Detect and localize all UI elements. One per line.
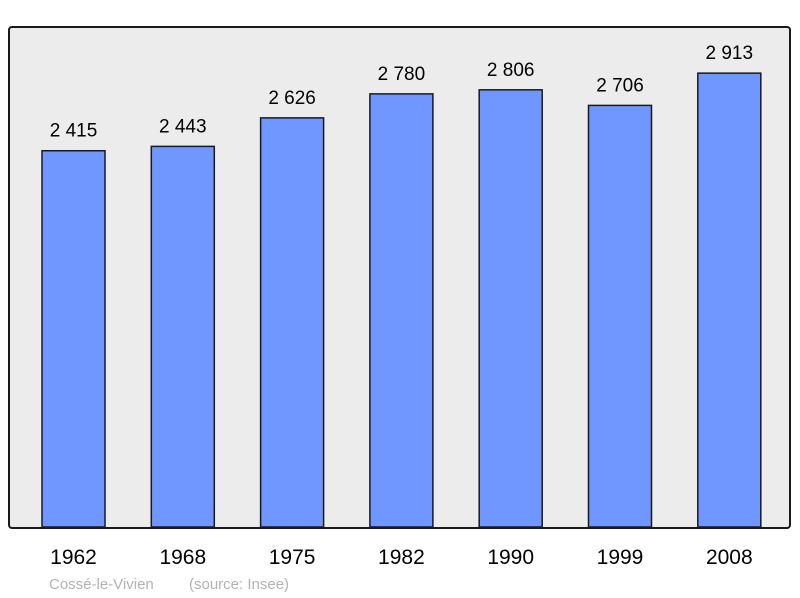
- value-label-1990: 2 806: [487, 60, 535, 81]
- bar-1982: [369, 93, 434, 528]
- bar-1999: [587, 104, 653, 528]
- value-label-1975: 2 626: [268, 88, 316, 109]
- value-label-2008: 2 913: [706, 43, 754, 64]
- bar-1975: [259, 117, 325, 528]
- bar-1962: [41, 149, 106, 528]
- x-tick-1962: 1962: [50, 546, 97, 569]
- value-label-1968: 2 443: [159, 116, 207, 137]
- x-tick-1982: 1982: [378, 546, 425, 569]
- x-tick-2008: 2008: [706, 546, 753, 569]
- bar-2008: [697, 72, 762, 528]
- footer-source: (source: Insee): [189, 576, 289, 593]
- value-label-1962: 2 415: [50, 121, 98, 142]
- bar-1968: [150, 145, 216, 528]
- x-tick-1968: 1968: [159, 546, 206, 569]
- bar-1990: [478, 89, 543, 528]
- x-tick-1999: 1999: [597, 546, 644, 569]
- value-label-1999: 2 706: [596, 75, 644, 96]
- x-tick-1975: 1975: [269, 546, 316, 569]
- footer-place: Cossé-le-Vivien: [49, 576, 154, 593]
- value-label-1982: 2 780: [378, 64, 426, 85]
- x-tick-1990: 1990: [487, 546, 534, 569]
